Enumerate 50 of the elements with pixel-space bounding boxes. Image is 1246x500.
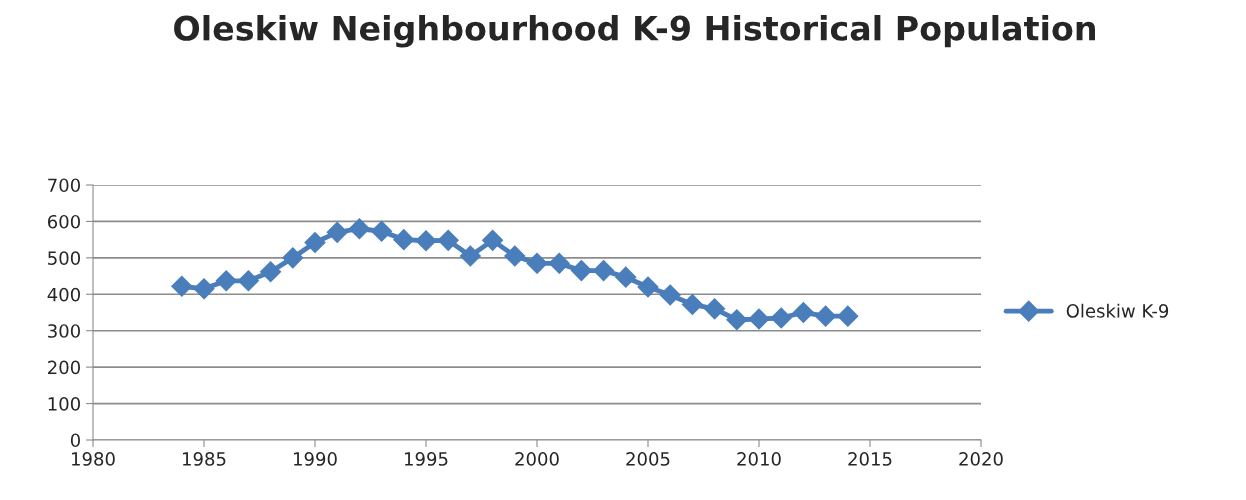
point <box>326 221 348 243</box>
point <box>171 275 193 297</box>
point <box>637 276 659 298</box>
point <box>748 308 770 330</box>
x-tick-label: 2020 <box>959 452 1003 466</box>
point <box>393 229 415 251</box>
point <box>704 298 726 320</box>
point <box>260 261 282 283</box>
point <box>615 266 637 288</box>
point <box>193 278 215 300</box>
point <box>815 305 837 327</box>
x-tick-label: 2015 <box>848 452 892 466</box>
point <box>415 230 437 252</box>
point <box>681 293 703 316</box>
x-tick-label: 2000 <box>515 452 559 466</box>
y-tick-label: 300 <box>48 324 80 338</box>
point <box>459 245 481 267</box>
point <box>837 305 859 327</box>
point <box>504 245 526 267</box>
point <box>371 220 393 242</box>
point <box>726 309 748 331</box>
point <box>282 247 304 269</box>
point <box>659 284 681 306</box>
x-tick-label: 1980 <box>72 452 115 466</box>
point <box>792 301 814 324</box>
x-tick-label: 2005 <box>626 452 670 466</box>
y-tick-label: 400 <box>47 287 80 302</box>
y-tick-label: 0 <box>70 433 80 448</box>
point <box>526 252 548 274</box>
point <box>437 229 459 251</box>
y-tick-label: 700 <box>48 178 80 193</box>
point <box>570 260 592 282</box>
legend-label: Oleskiw K-9 <box>1066 303 1169 318</box>
x-tick-label: 2010 <box>737 452 781 466</box>
y-tick-label: 100 <box>48 397 80 411</box>
point <box>215 270 237 292</box>
y-tick-label: 200 <box>48 360 80 375</box>
chart-title: Oleskiw Neighbourhood K-9 Historical Population <box>174 15 1095 48</box>
y-tick-label: 500 <box>48 251 80 265</box>
point <box>304 232 326 254</box>
point <box>548 252 570 274</box>
point <box>593 260 615 282</box>
x-tick-label: 1995 <box>405 452 448 466</box>
x-tick-label: 1985 <box>183 452 226 466</box>
point <box>482 229 504 251</box>
y-tick-label: 600 <box>47 214 80 229</box>
point <box>348 218 370 240</box>
x-tick-label: 1990 <box>294 452 337 466</box>
point <box>237 270 259 292</box>
point <box>770 307 792 329</box>
